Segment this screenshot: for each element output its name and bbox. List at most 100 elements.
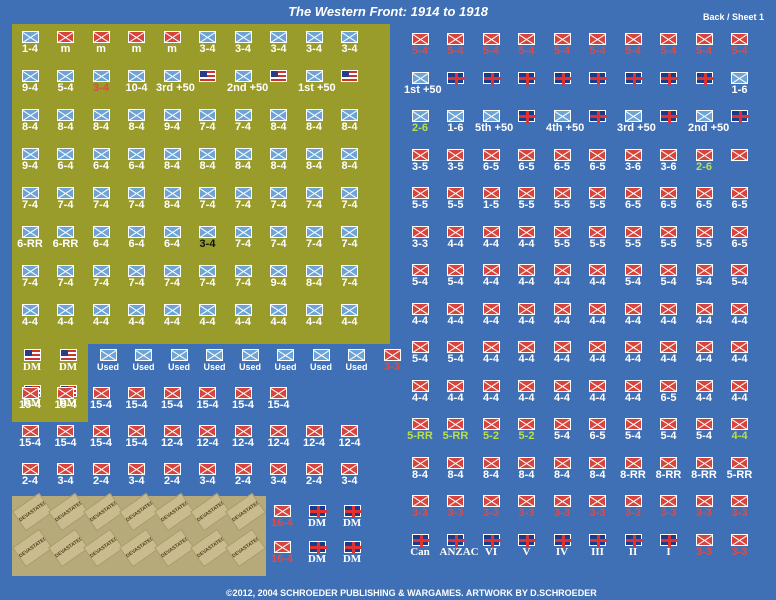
game-counter[interactable]: 6-4 [121, 145, 153, 178]
game-counter[interactable]: 3-3 [724, 531, 756, 564]
game-counter[interactable]: VI [475, 531, 507, 564]
game-counter[interactable]: 8-RR [617, 454, 649, 487]
game-counter[interactable]: Used [270, 346, 302, 379]
game-counter[interactable]: 4-4 [50, 301, 82, 334]
game-counter[interactable]: 5-4 [653, 415, 685, 448]
game-counter[interactable]: 1-5 [475, 184, 507, 217]
game-counter[interactable]: 4-4 [546, 377, 578, 410]
game-counter[interactable]: 7-4 [192, 184, 224, 217]
game-counter[interactable]: 6-5 [724, 184, 756, 217]
game-counter[interactable]: 6-5 [617, 184, 649, 217]
game-counter[interactable]: 5-RR [404, 415, 436, 448]
game-counter[interactable]: 8-4 [475, 454, 507, 487]
game-counter[interactable]: 4-4 [227, 301, 259, 334]
game-counter[interactable]: 7-4 [263, 223, 295, 256]
game-counter[interactable]: 2-6 [688, 146, 720, 179]
game-counter[interactable]: 8-4 [156, 145, 188, 178]
game-counter[interactable]: 6-5 [475, 146, 507, 179]
game-counter[interactable]: 4-4 [14, 301, 46, 334]
game-counter[interactable]: 4-4 [546, 300, 578, 333]
game-counter[interactable]: 3-4 [334, 28, 366, 61]
game-counter[interactable]: 4-4 [724, 338, 756, 371]
game-counter[interactable]: I [653, 531, 685, 564]
game-counter[interactable]: 3-5 [404, 146, 436, 179]
game-counter[interactable]: 5-4 [404, 30, 436, 63]
game-counter[interactable]: 4-4 [475, 377, 507, 410]
game-counter[interactable]: 5-4 [724, 261, 756, 294]
game-counter[interactable]: 7-4 [227, 184, 259, 217]
game-counter[interactable]: 4-4 [511, 223, 543, 256]
game-counter[interactable]: 5-5 [617, 223, 649, 256]
game-counter[interactable]: 5-RR [724, 454, 756, 487]
game-counter[interactable]: 5-RR [440, 415, 472, 448]
game-counter[interactable]: 6-5 [653, 377, 685, 410]
devastated-marker[interactable]: DEVASTATED [83, 528, 124, 568]
red-counter[interactable]: 16-4 [266, 538, 298, 571]
game-counter[interactable]: 1st +50 [404, 69, 442, 102]
game-counter[interactable]: 8-4 [227, 145, 259, 178]
game-counter[interactable]: 8-4 [14, 106, 46, 139]
game-counter[interactable]: 9-4 [156, 106, 188, 139]
game-counter[interactable]: 6-5 [653, 184, 685, 217]
game-counter[interactable]: IV [546, 531, 578, 564]
game-counter[interactable]: 3-3 [511, 492, 543, 525]
game-counter[interactable]: 5-5 [511, 184, 543, 217]
game-counter[interactable]: Used [92, 346, 124, 379]
game-counter[interactable]: 2nd +50 [227, 67, 268, 100]
game-counter[interactable]: 3-3 [653, 492, 685, 525]
game-counter[interactable]: 7-4 [298, 223, 330, 256]
game-counter[interactable]: 8-RR [653, 454, 685, 487]
game-counter[interactable] [688, 69, 720, 102]
game-counter[interactable]: 8-4 [298, 106, 330, 139]
game-counter[interactable]: ANZAC [440, 531, 479, 564]
game-counter[interactable] [475, 69, 507, 102]
game-counter[interactable]: 7-4 [263, 184, 295, 217]
game-counter[interactable]: 1-6 [440, 107, 472, 140]
game-counter[interactable]: 3-4 [121, 460, 153, 493]
game-counter[interactable]: Can [404, 531, 436, 564]
game-counter[interactable]: 5-4 [546, 30, 578, 63]
game-counter[interactable]: 9-4 [14, 145, 46, 178]
game-counter[interactable]: 3-4 [298, 28, 330, 61]
game-counter[interactable]: 5-5 [582, 223, 614, 256]
game-counter[interactable]: 15-4 [156, 384, 188, 417]
game-counter[interactable]: 3-4 [50, 460, 82, 493]
game-counter[interactable]: 5-4 [440, 338, 472, 371]
game-counter[interactable]: 5-4 [617, 30, 649, 63]
game-counter[interactable]: 7-4 [50, 184, 82, 217]
game-counter[interactable]: 15-4 [50, 422, 82, 455]
game-counter[interactable]: 5-4 [724, 30, 756, 63]
game-counter[interactable]: 4-4 [192, 301, 224, 334]
game-counter[interactable]: 5-4 [688, 30, 720, 63]
game-counter[interactable] [653, 69, 685, 102]
game-counter[interactable]: 8-4 [334, 145, 366, 178]
game-counter[interactable]: 15-4 [121, 422, 153, 455]
game-counter[interactable]: 3-4 [227, 28, 259, 61]
game-counter[interactable]: 9-4 [14, 67, 46, 100]
game-counter[interactable]: 5-5 [404, 184, 436, 217]
game-counter[interactable]: 5-4 [617, 415, 649, 448]
game-counter[interactable]: 7-4 [156, 262, 188, 295]
game-counter[interactable]: 6-4 [85, 223, 117, 256]
game-counter[interactable]: Used [341, 346, 373, 379]
game-counter[interactable]: 4-4 [475, 261, 507, 294]
game-counter[interactable]: 5-4 [653, 261, 685, 294]
game-counter[interactable]: 5-4 [617, 261, 649, 294]
devastated-marker[interactable]: DEVASTATED [225, 528, 266, 568]
game-counter[interactable]: 5-5 [546, 184, 578, 217]
game-counter[interactable]: 4-4 [263, 301, 295, 334]
devastated-marker[interactable]: DEVASTATED [12, 528, 53, 568]
game-counter[interactable]: 4-4 [511, 300, 543, 333]
game-counter[interactable]: 5-4 [50, 67, 82, 100]
game-counter[interactable]: 6-5 [582, 146, 614, 179]
game-counter[interactable]: 7-4 [227, 223, 259, 256]
dm-counter[interactable]: DM [336, 502, 368, 535]
game-counter[interactable]: Used [163, 346, 195, 379]
game-counter[interactable]: 4-4 [511, 261, 543, 294]
game-counter[interactable]: 9-4 [263, 262, 295, 295]
game-counter[interactable]: 8-4 [546, 454, 578, 487]
game-counter[interactable]: 4-4 [724, 377, 756, 410]
game-counter[interactable]: 7-4 [334, 262, 366, 295]
game-counter[interactable]: 4-4 [121, 301, 153, 334]
game-counter[interactable] [546, 69, 578, 102]
